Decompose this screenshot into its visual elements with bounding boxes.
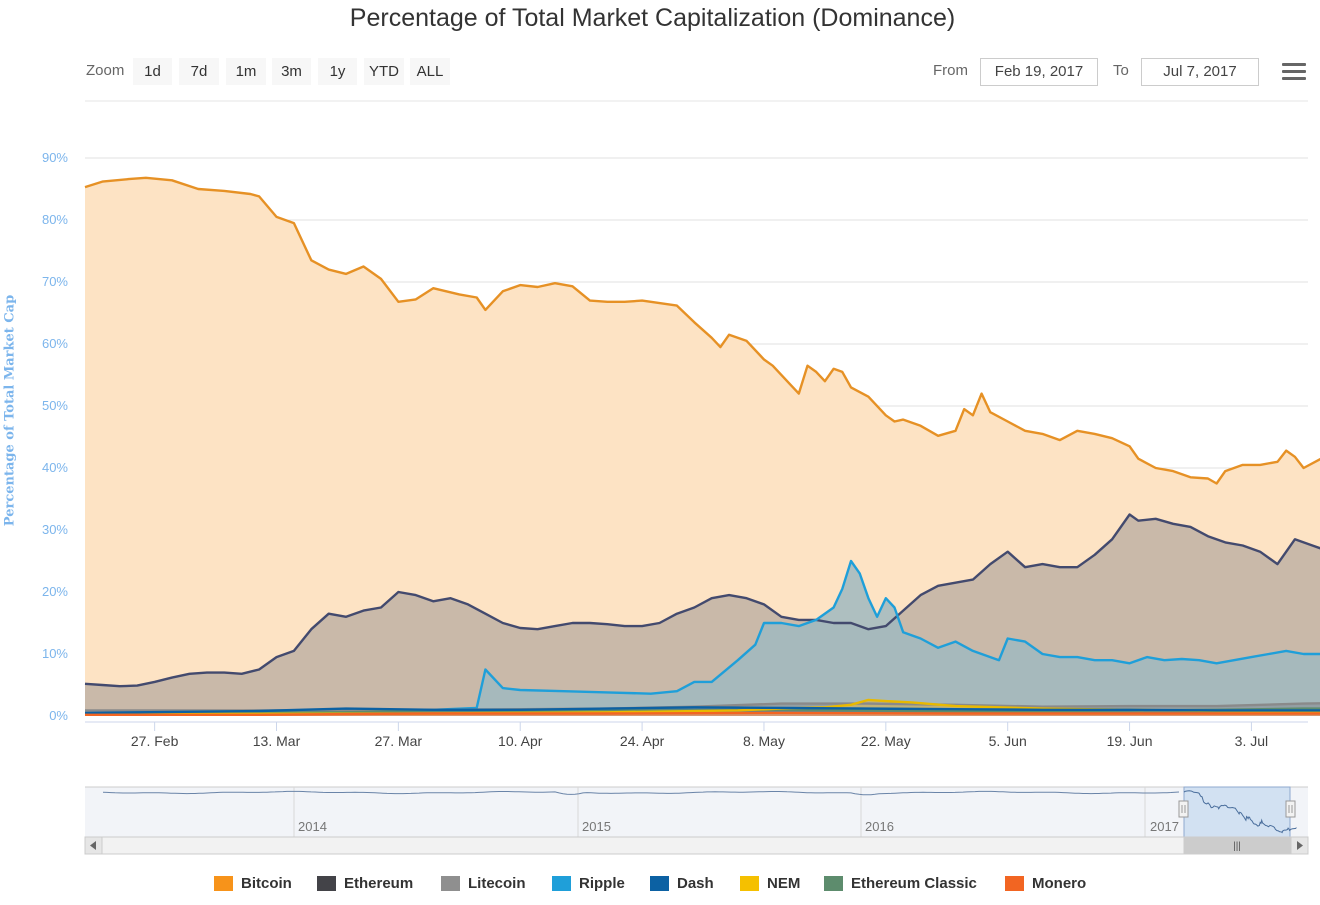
scrollbar-thumb[interactable] <box>1183 836 1291 855</box>
zoom-button-1m[interactable]: 1m <box>226 58 266 85</box>
range-from-label: From <box>933 62 968 79</box>
series-area-ripple <box>85 561 1320 716</box>
y-tick-label: 40% <box>42 460 68 475</box>
legend-swatch-litecoin <box>441 876 460 891</box>
navigator-year-2014: 2014 <box>298 819 327 834</box>
x-tick-label: 3. Jul <box>1235 733 1268 749</box>
legend-label-bitcoin: Bitcoin <box>241 875 292 892</box>
x-tick-label: 8. May <box>743 733 785 749</box>
y-tick-label: 10% <box>42 646 68 661</box>
range-from-input[interactable]: Feb 19, 2017 <box>980 58 1098 86</box>
x-axis-ticks: 27. Feb 13. Mar 27. Mar 10. Apr 24. Apr 8. Ma… <box>131 722 1268 749</box>
legend-swatch-ethereum <box>317 876 336 891</box>
series-line-monero <box>85 711 1320 716</box>
scrollbar[interactable]: ||| <box>84 836 1309 855</box>
range-to-label: To <box>1113 62 1129 79</box>
legend-swatch-bitcoin <box>214 876 233 891</box>
x-tick-label: 24. Apr <box>620 733 665 749</box>
zoom-button-ytd[interactable]: YTD <box>364 58 404 85</box>
zoom-button-3m[interactable]: 3m <box>272 58 311 85</box>
x-tick-label: 22. May <box>861 733 911 749</box>
series-line-ripple <box>84 559 1320 716</box>
arrow-left-icon <box>90 841 96 850</box>
zoom-button-7d[interactable]: 7d <box>179 58 219 85</box>
navigator-year-2016: 2016 <box>865 819 894 834</box>
legend-label-ethereum-classic: Ethereum Classic <box>851 875 977 892</box>
legend-label-ripple: Ripple <box>579 875 625 892</box>
y-tick-label: 70% <box>42 274 68 289</box>
hamburger-menu-icon[interactable] <box>1282 63 1306 81</box>
legend-swatch-ethereum-classic <box>824 876 843 891</box>
y-tick-label: 20% <box>42 584 68 599</box>
x-tick-label: 19. Jun <box>1107 733 1153 749</box>
scrollbar-grip-icon: ||| <box>1233 841 1241 852</box>
legend-swatch-nem <box>740 876 759 891</box>
x-tick-label: 5. Jun <box>989 733 1027 749</box>
legend-swatch-monero <box>1005 876 1024 891</box>
navigator-selected-line <box>1183 790 1297 834</box>
y-tick-label: 30% <box>42 522 68 537</box>
series-areas <box>85 177 1320 716</box>
y-tick-label: 90% <box>42 150 68 165</box>
legend-swatch-dash <box>650 876 669 891</box>
navigator[interactable]: 2014 2015 2016 2017 <box>85 786 1308 838</box>
series-line-bitcoin <box>84 176 1320 485</box>
legend-label-litecoin: Litecoin <box>468 875 526 892</box>
y-tick-label: 0% <box>49 708 68 723</box>
legend-label-monero: Monero <box>1032 875 1087 892</box>
page-title: Percentage of Total Market Capitalizatio… <box>349 4 956 32</box>
y-axis-ticks: 0% 10% 20% 30% 40% 50% 60% 70% 80% 90% <box>42 150 68 723</box>
navigator-background <box>85 787 1308 837</box>
series-lines <box>84 176 1320 716</box>
zoom-button-all[interactable]: ALL <box>410 58 450 85</box>
zoom-label: Zoom <box>86 62 125 79</box>
zoom-button-1d[interactable]: 1d <box>133 58 172 85</box>
legend-label-ethereum: Ethereum <box>344 875 414 892</box>
x-tick-label: 13. Mar <box>253 733 301 749</box>
navigator-year-2015: 2015 <box>582 819 611 834</box>
x-tick-label: 27. Mar <box>375 733 423 749</box>
legend: Bitcoin Ethereum Litecoin Ripple Dash NE… <box>0 873 1320 895</box>
navigator-series-line <box>102 790 1180 796</box>
scrollbar-track[interactable] <box>84 836 1309 855</box>
navigator-handle-right[interactable] <box>1285 800 1296 818</box>
navigator-year-grid <box>293 787 1146 837</box>
series-line-dash <box>84 706 1320 715</box>
zoom-button-1y[interactable]: 1y <box>318 58 357 85</box>
y-tick-label: 80% <box>42 212 68 227</box>
navigator-year-2017: 2017 <box>1150 819 1179 834</box>
range-to-input[interactable]: Jul 7, 2017 <box>1141 58 1259 86</box>
x-tick-label: 10. Apr <box>498 733 543 749</box>
navigator-handle-left[interactable] <box>1178 800 1189 818</box>
arrow-right-icon <box>1297 841 1303 850</box>
x-tick-label: 27. Feb <box>131 733 179 749</box>
legend-label-nem: NEM <box>767 875 801 892</box>
legend-swatch-ripple <box>552 876 571 891</box>
series-line-ethereum <box>84 513 1320 688</box>
legend-label-dash: Dash <box>677 875 714 892</box>
y-tick-label: 50% <box>42 398 68 413</box>
y-tick-label: 60% <box>42 336 68 351</box>
